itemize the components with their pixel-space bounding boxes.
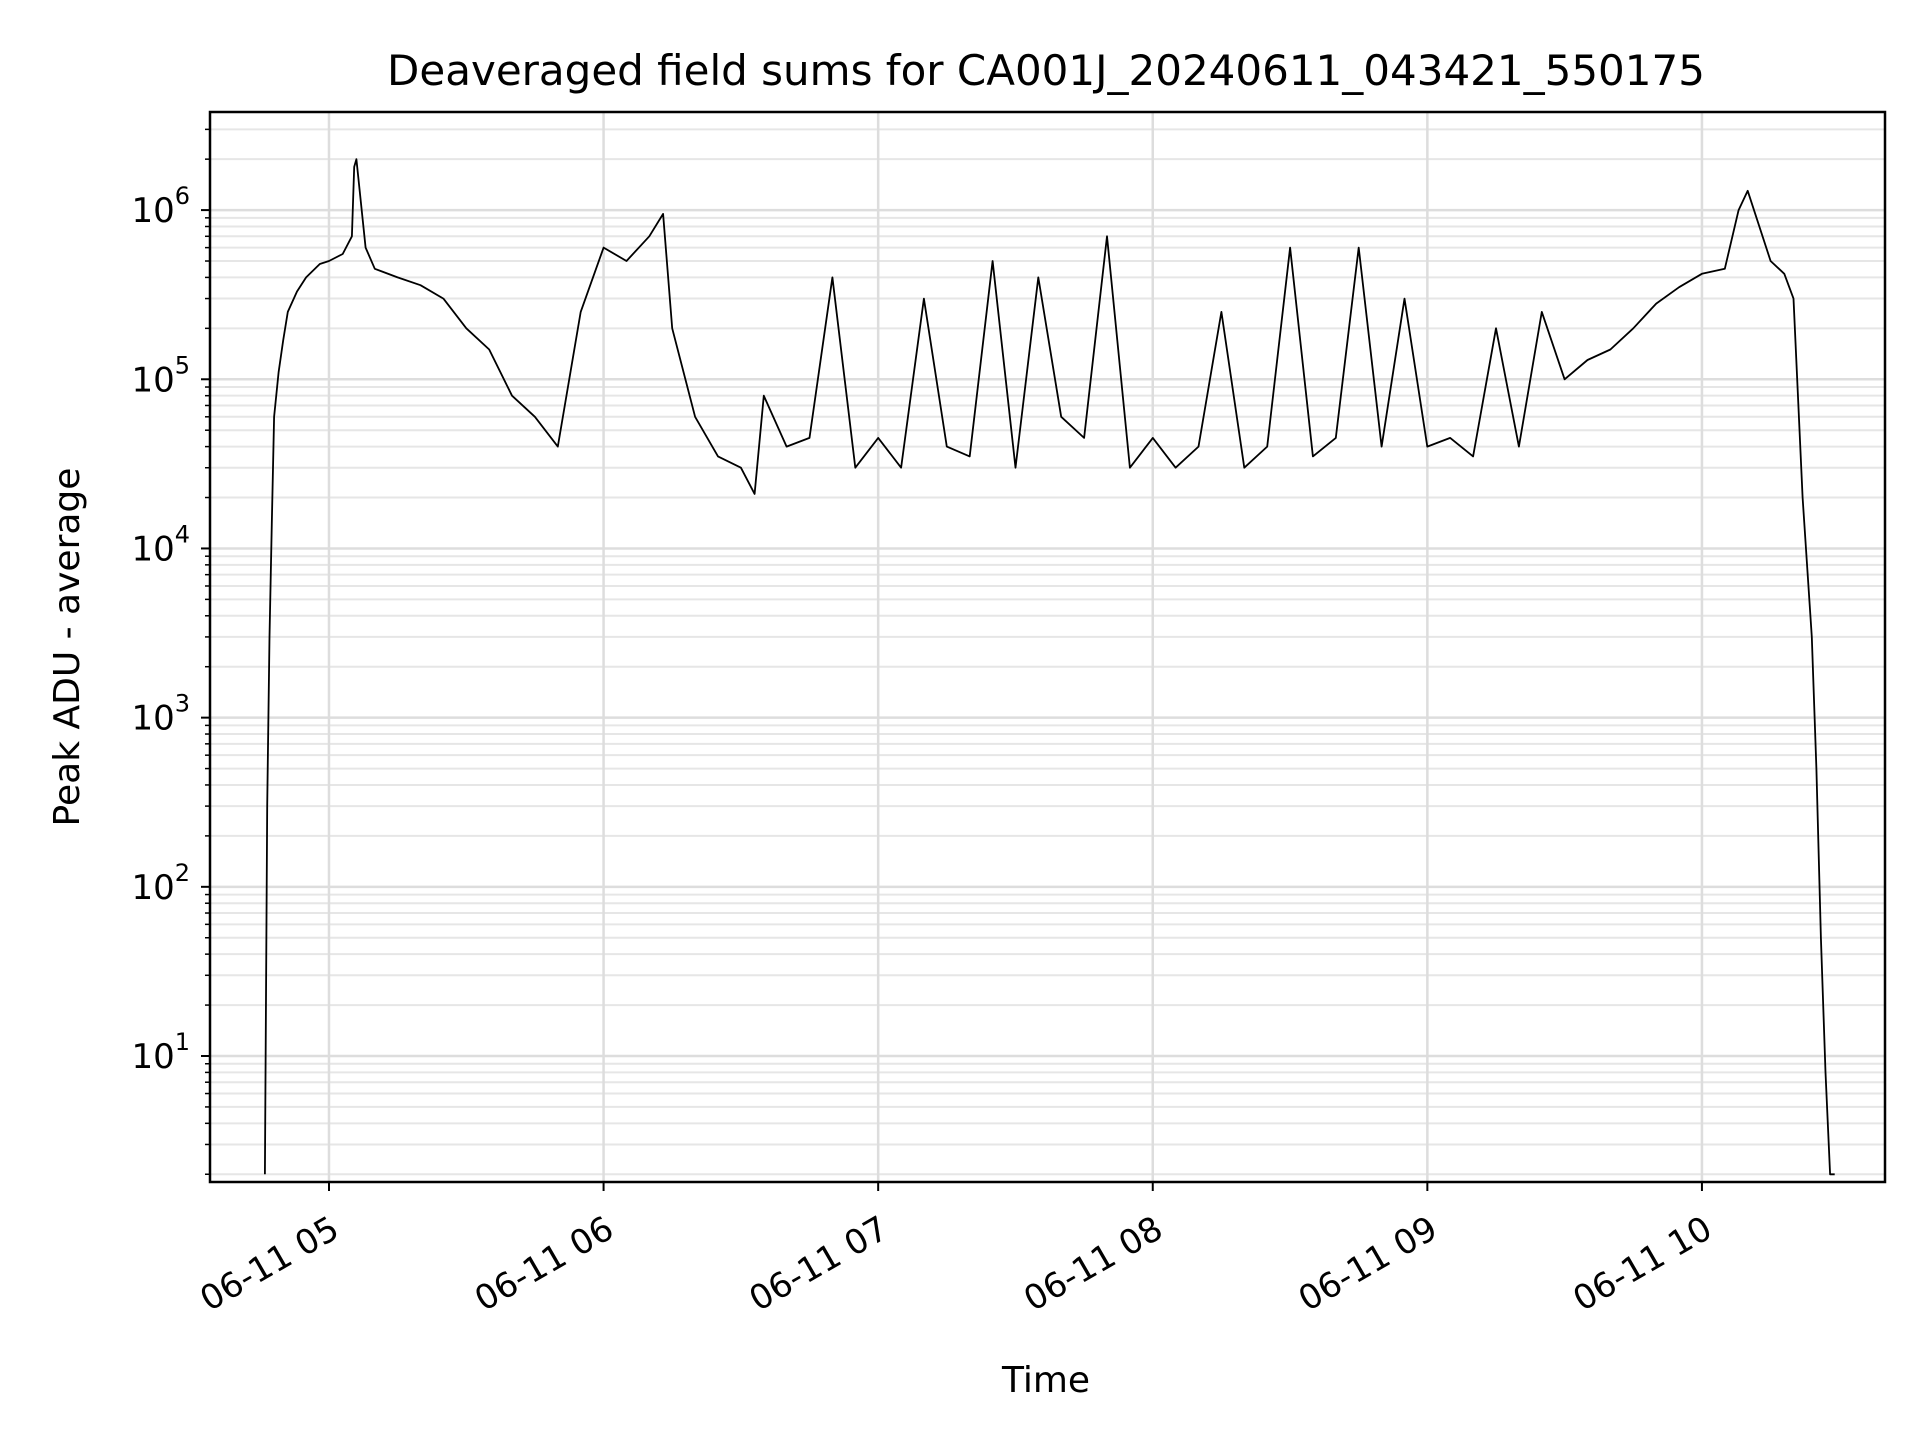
x-tick-label: 06-11 10 [1566,1209,1718,1320]
y-axis-label: Peak ADU - average [47,468,88,827]
chart-title: Deaveraged field sums for CA001J_2024061… [387,46,1705,95]
x-tick-label: 06-11 07 [743,1209,895,1320]
series-line [264,158,1835,1176]
x-axis-label: Time [1001,1360,1090,1401]
grid [210,112,1885,1182]
x-tick-label: 06-11 06 [468,1209,620,1320]
x-tick-label: 06-11 05 [193,1209,345,1320]
y-tick-label: 105 [131,351,190,400]
x-tick-label: 06-11 08 [1017,1209,1169,1320]
y-tick-label: 103 [131,690,190,739]
y-tick-label: 101 [131,1028,190,1077]
y-tick-label: 104 [131,520,190,569]
y-tick-label: 102 [131,859,190,908]
x-tick-label: 06-11 09 [1292,1209,1444,1320]
y-tick-label: 106 [131,182,190,231]
series-layer [264,158,1835,1176]
plot-frame [208,110,1887,1184]
